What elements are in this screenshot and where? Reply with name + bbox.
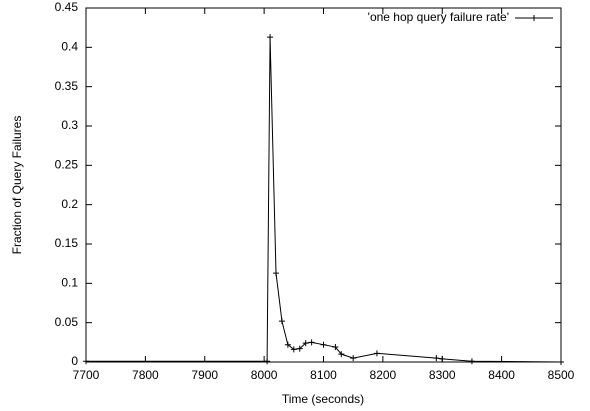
point-marker <box>264 358 271 365</box>
y-tick-label: 0.3 <box>61 118 78 132</box>
x-tick-label: 8000 <box>251 368 278 382</box>
x-tick-label: 8100 <box>310 368 337 382</box>
point-marker <box>468 358 475 365</box>
y-tick-label: 0 <box>71 354 78 368</box>
point-marker <box>320 341 327 348</box>
x-tick-label: 8500 <box>548 368 575 382</box>
y-tick-label: 0.1 <box>61 276 78 290</box>
x-tick-label: 7900 <box>191 368 218 382</box>
legend-label: 'one hop query failure rate' <box>368 10 509 24</box>
y-tick-label: 0.2 <box>61 197 78 211</box>
point-marker <box>439 355 446 362</box>
point-marker <box>332 344 339 351</box>
x-axis-label: Time (seconds) <box>282 392 364 406</box>
x-tick-label: 8200 <box>370 368 397 382</box>
point-marker <box>558 359 564 365</box>
x-tick-label: 7800 <box>132 368 159 382</box>
y-tick-label: 0.4 <box>61 40 78 54</box>
plot-frame <box>85 7 562 363</box>
point-marker <box>338 351 345 358</box>
point-marker <box>284 341 291 348</box>
point-marker <box>302 340 309 347</box>
point-marker <box>350 355 357 362</box>
point-marker <box>308 339 315 346</box>
point-marker <box>83 358 89 365</box>
y-tick-label: 0.15 <box>55 236 79 250</box>
x-tick-label: 8400 <box>488 368 515 382</box>
x-tick-label: 8300 <box>429 368 456 382</box>
y-tick-label: 0.45 <box>55 0 79 14</box>
point-marker <box>433 355 440 362</box>
y-tick-label: 0.25 <box>55 158 79 172</box>
point-marker <box>267 34 274 41</box>
point-marker <box>290 346 297 353</box>
series-line <box>86 37 562 363</box>
y-tick-label: 0.35 <box>55 79 79 93</box>
legend-marker <box>531 15 537 21</box>
y-tick-label: 0.05 <box>55 315 79 329</box>
point-marker <box>273 270 279 277</box>
point-marker <box>296 345 303 352</box>
x-tick-label: 7700 <box>73 368 100 382</box>
y-axis-label: Fraction of Query Failures <box>10 116 24 255</box>
point-marker <box>373 350 380 357</box>
point-marker <box>278 318 285 325</box>
